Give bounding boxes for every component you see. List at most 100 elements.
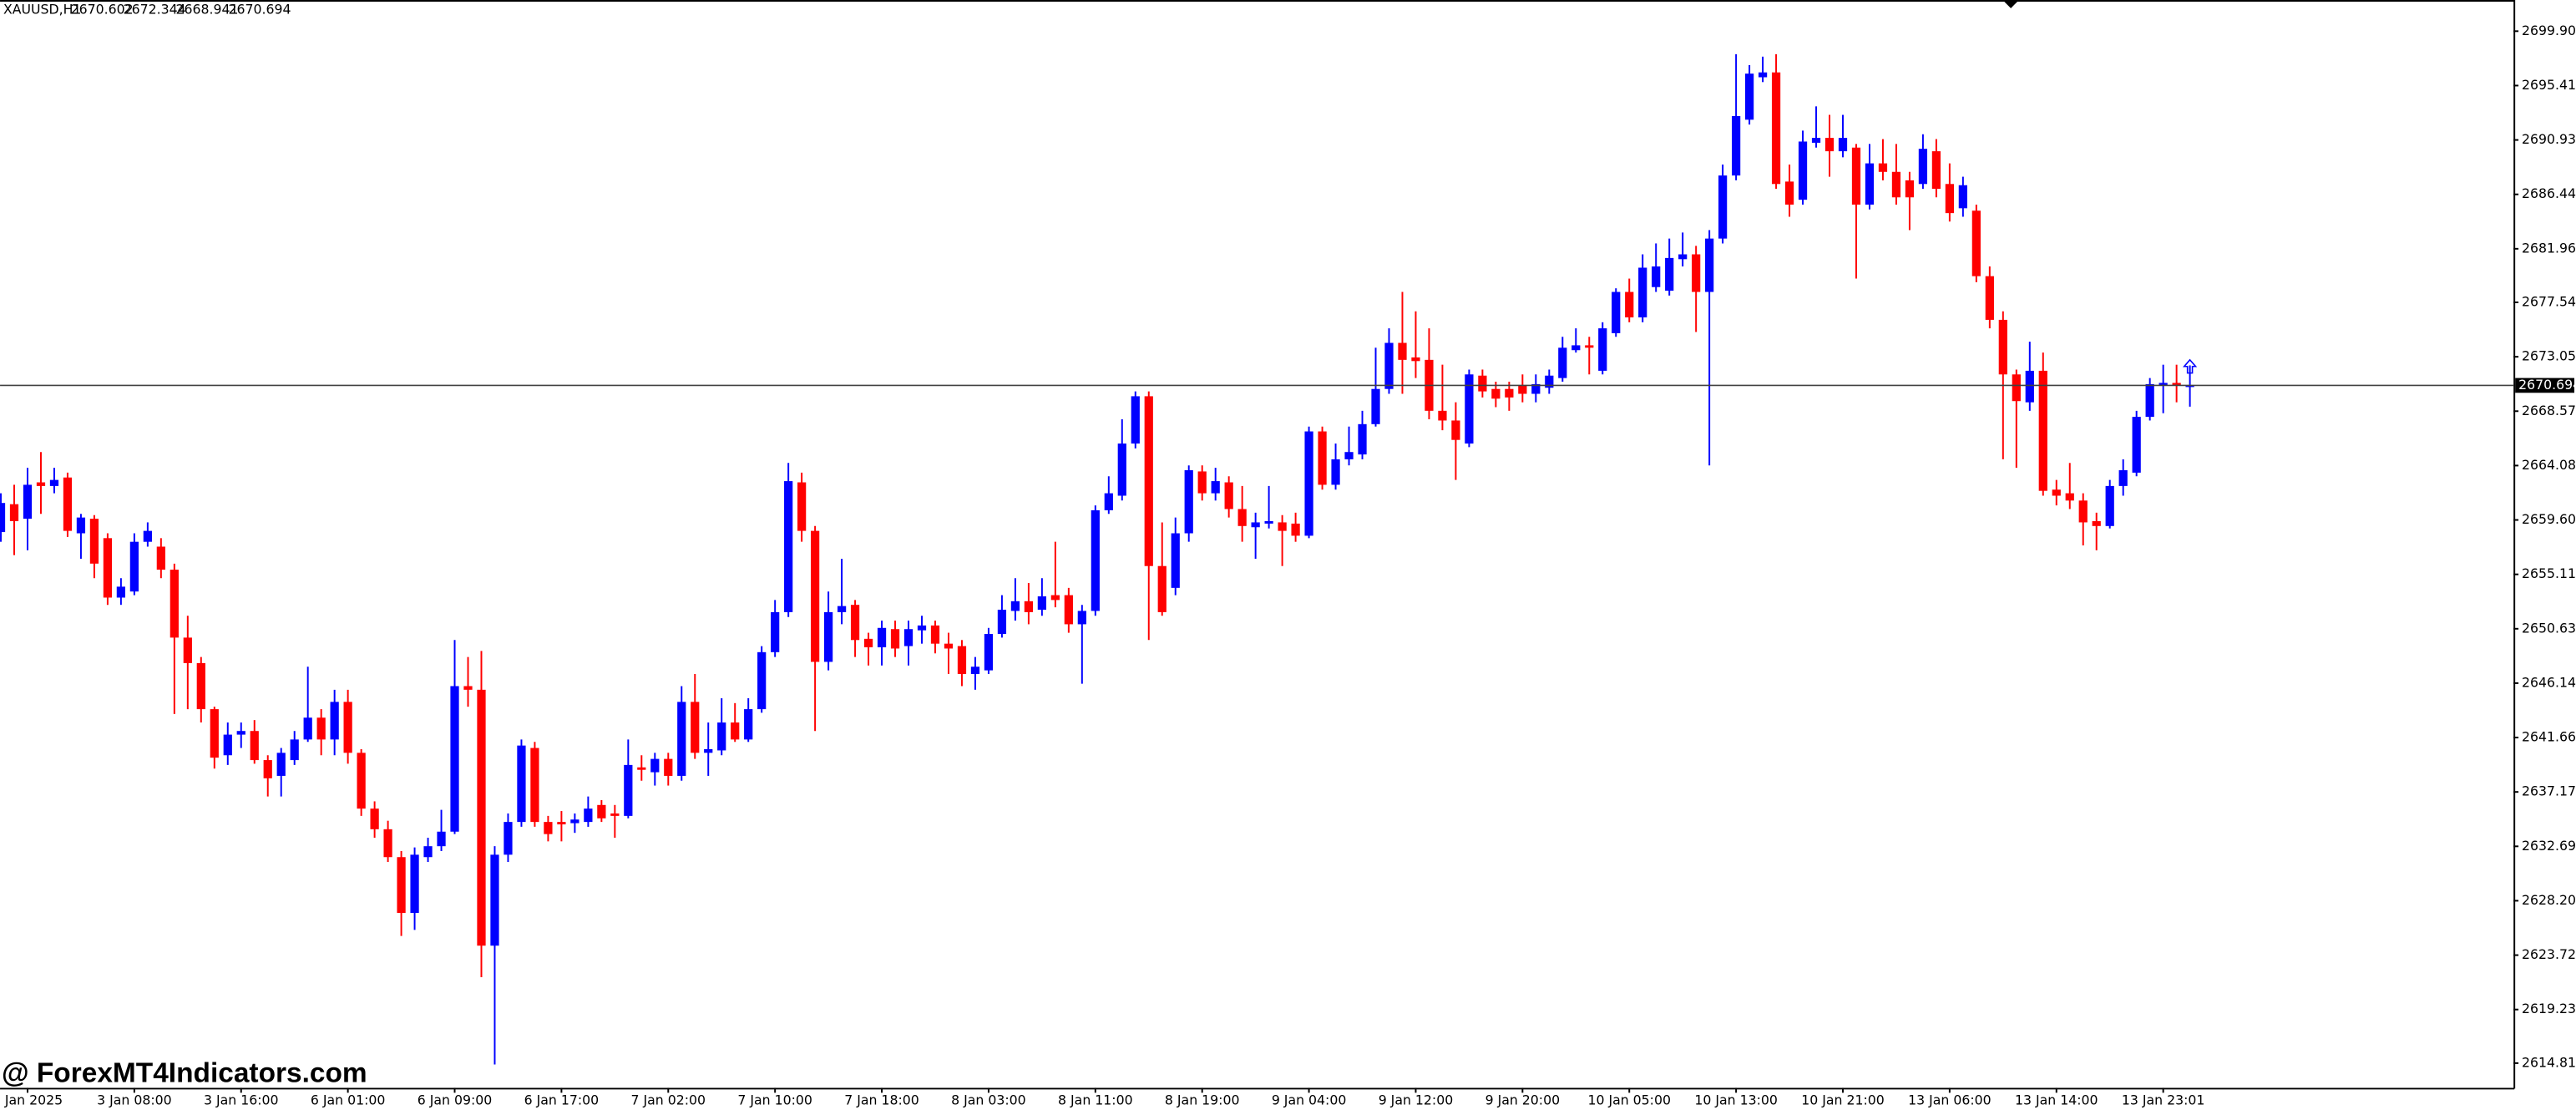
candle-body <box>2132 417 2141 473</box>
candle-body <box>1998 319 2007 375</box>
candle-body <box>1518 385 1527 394</box>
last-price-label: 2670.694 <box>2518 377 2576 393</box>
candle-body <box>530 748 539 823</box>
candle-body <box>797 482 807 531</box>
candle-body <box>517 745 526 823</box>
x-tick-label: 6 Jan 17:00 <box>524 1092 600 1108</box>
candle-body <box>811 530 820 662</box>
y-tick-label: 2614.815 <box>2522 1054 2576 1070</box>
candle-body <box>1612 291 1621 333</box>
x-tick-label: 8 Jan 11:00 <box>1058 1092 1133 1108</box>
candle-body <box>250 731 259 761</box>
candle-body <box>984 634 994 671</box>
candle-body <box>1157 565 1167 612</box>
candle-body <box>584 808 593 823</box>
candle-body <box>837 606 847 612</box>
candle-body <box>196 662 205 710</box>
header: XAUUSD,H1 2670.602 2672.344 2668.941 267… <box>3 1 291 17</box>
candle-body <box>1291 523 1300 536</box>
candle-body <box>1838 138 1848 152</box>
candle-body <box>1224 482 1233 509</box>
y-tick-label: 2655.115 <box>2522 565 2576 581</box>
candle-body <box>850 605 860 641</box>
x-tick-label: 9 Jan 04:00 <box>1272 1092 1347 1108</box>
x-tick-label: 3 Jan 08:00 <box>97 1092 172 1108</box>
candle-body <box>1732 115 1741 176</box>
candle-body <box>0 503 6 533</box>
candle-body <box>236 731 245 735</box>
candle-body <box>1465 374 1474 444</box>
y-tick-label: 2695.415 <box>2522 77 2576 93</box>
candle-body <box>477 689 486 946</box>
candle-body <box>1811 138 1821 143</box>
candle-body <box>1451 420 1460 440</box>
candle-body <box>2025 370 2034 403</box>
candle-body <box>597 804 606 819</box>
candle-body <box>437 831 446 847</box>
candle-body <box>903 629 913 646</box>
candle-body <box>757 651 767 710</box>
candle-body <box>1505 388 1514 398</box>
candle-body <box>1798 141 1808 200</box>
candle-body <box>410 854 419 914</box>
candle-body <box>1131 396 1140 444</box>
y-tick-label: 2659.600 <box>2522 511 2576 527</box>
candle-body <box>330 702 339 740</box>
x-tick-label: 10 Jan 05:00 <box>1587 1092 1671 1108</box>
candle-body <box>1971 210 1981 276</box>
candle-body <box>357 753 366 809</box>
y-tick-label: 2650.630 <box>2522 620 2576 636</box>
candle-body <box>397 857 406 914</box>
candle-body <box>129 541 139 592</box>
x-tick-label: 7 Jan 10:00 <box>737 1092 812 1108</box>
candle-body <box>1905 180 1915 198</box>
candle-body <box>183 637 192 663</box>
candle-body <box>383 829 392 858</box>
y-tick-label: 2637.175 <box>2522 783 2576 799</box>
candle-body <box>1278 522 1287 531</box>
x-tick-label: 13 Jan 23:01 <box>2122 1092 2205 1108</box>
x-tick-label: 7 Jan 18:00 <box>844 1092 919 1108</box>
candle-body <box>784 481 793 612</box>
candle-body <box>1744 73 1754 120</box>
candle-body <box>9 504 19 521</box>
y-tick-label: 2690.930 <box>2522 131 2576 147</box>
candle-body <box>1558 347 1567 378</box>
candle-body <box>303 717 312 740</box>
candle-body <box>1585 345 1594 348</box>
candle-body <box>2145 383 2154 418</box>
candle-body <box>156 546 165 570</box>
candle-body <box>1344 452 1354 459</box>
candle-body <box>823 611 833 662</box>
candle-body <box>1865 163 1875 205</box>
candle-body <box>1411 357 1420 362</box>
candle-body <box>890 629 900 649</box>
candle-body <box>170 570 179 638</box>
candle-body <box>1211 481 1220 494</box>
x-tick-label: 10 Jan 13:00 <box>1694 1092 1778 1108</box>
candle-body <box>944 643 954 649</box>
candle-body <box>1091 509 1100 611</box>
candle-body <box>1638 267 1647 318</box>
y-tick-label: 2686.445 <box>2522 185 2576 201</box>
candle-body <box>1545 375 1554 388</box>
candle-body <box>997 609 1007 635</box>
open-value: 2670.602 <box>71 1 134 17</box>
x-tick-label: 13 Jan 14:00 <box>2015 1092 2098 1108</box>
candle-body <box>1050 595 1060 601</box>
candle-body <box>1024 601 1034 612</box>
candle-body <box>1931 151 1941 190</box>
candle-body <box>223 734 232 756</box>
candle-body <box>1625 291 1634 318</box>
candle-body <box>2172 383 2181 386</box>
candle-body <box>2185 385 2194 388</box>
candle-body <box>1117 443 1126 496</box>
candle-body <box>1531 383 1541 394</box>
candle-body <box>504 822 513 855</box>
candle-body <box>1384 342 1394 389</box>
y-tick-label: 2641.660 <box>2522 729 2576 745</box>
period-separator-marker <box>2004 1 2018 8</box>
candle-body <box>210 709 219 758</box>
candle-body <box>1331 459 1340 485</box>
